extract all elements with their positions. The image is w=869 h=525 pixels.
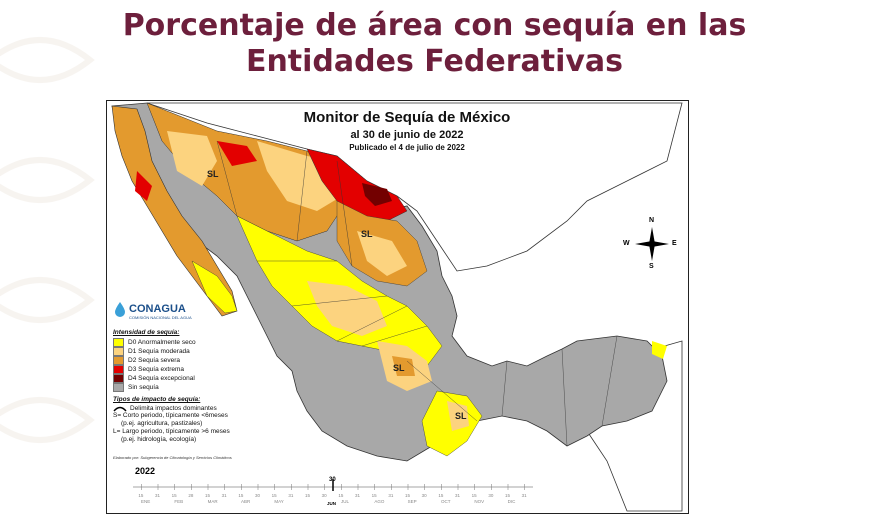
timeline-tick-label: 31 <box>388 493 394 498</box>
legend-swatch <box>113 338 124 347</box>
compass-e: E <box>672 240 677 247</box>
baja-peninsula <box>111 105 238 317</box>
drought-map: Monitor de Sequía de México al 30 de jun… <box>106 100 689 514</box>
legend-swatch <box>113 356 124 365</box>
timeline-tick-label: 15 <box>238 493 244 498</box>
timeline-tick-label: 30 <box>488 493 494 498</box>
timeline-tick-label: 31 <box>221 493 227 498</box>
compass-n: N <box>649 217 655 224</box>
timeline-axis <box>133 479 533 491</box>
water-drop-icon <box>115 302 125 317</box>
legend-item: D1 Sequía moderada <box>113 347 230 356</box>
slide-title: Porcentaje de área con sequía en las Ent… <box>0 8 869 80</box>
slide-title-line-2: Entidades Federativas <box>245 44 624 79</box>
timeline-tick-label: 15 <box>305 493 311 498</box>
timeline-month-label: DIC <box>507 499 516 504</box>
timeline-tick-label: 15 <box>505 493 511 498</box>
timeline-tick-label: 31 <box>155 493 161 498</box>
map-date: al 30 de junio de 2022 <box>350 129 464 141</box>
sl-label: SL <box>393 363 405 373</box>
short-term-example: (p.ej. agricultura, pastizales) <box>121 420 203 427</box>
compass-s: S <box>649 263 654 270</box>
short-term-label: S= Corto periodo, típicamente <6meses <box>113 412 228 419</box>
legend-label: D1 Sequía moderada <box>128 348 190 355</box>
legend-label: D2 Sequía severa <box>128 357 181 364</box>
legend-swatch <box>113 347 124 356</box>
compass-rose: N S E W <box>623 217 677 270</box>
background-pattern <box>0 37 95 443</box>
legend-item: D0 Anormalmente seco <box>113 338 230 347</box>
timeline-tick-label: 15 <box>138 493 144 498</box>
compass-icon <box>635 227 669 261</box>
timeline-tick-label: 15 <box>171 493 177 498</box>
sl-label: SL <box>361 229 373 239</box>
impact-line-icon <box>113 406 127 411</box>
timeline-month-label: MAY <box>274 499 284 504</box>
sl-label: SL <box>207 169 219 179</box>
logo-text: CONAGUA <box>129 303 186 315</box>
impact-line-label: Delimita impactos dominantes <box>130 405 217 412</box>
mexico-map-graphic <box>111 102 683 512</box>
timeline-month-label: MAR <box>207 499 218 504</box>
conagua-logo: CONAGUA COMISIÓN NACIONAL DEL AGUA <box>113 301 192 322</box>
timeline-tick-label: 15 <box>205 493 211 498</box>
timeline-tick-label: 28 <box>188 493 194 498</box>
timeline-month-label: ENE <box>141 499 151 504</box>
timeline-tick-label: 31 <box>288 493 294 498</box>
legend-intensity-heading: Intensidad de sequía: <box>113 329 180 336</box>
legend-label: D0 Anormalmente seco <box>128 339 196 346</box>
timeline-tick-label: 31 <box>455 493 461 498</box>
legend-item: Sin sequía <box>113 383 230 392</box>
long-term-label: L= Largo periodo, típicamente >6 meses <box>113 428 230 435</box>
logo-subtitle: COMISIÓN NACIONAL DEL AGUA <box>129 315 192 320</box>
credit-text: Elaborado por: Subgerencia de Climatolog… <box>113 455 232 460</box>
legend-swatch <box>113 383 124 392</box>
timeline-tick-label: 15 <box>338 493 344 498</box>
timeline-tick-label: 15 <box>405 493 411 498</box>
timeline-month-label: FEB <box>174 499 184 504</box>
legend-label: D4 Sequía excepcional <box>128 375 195 382</box>
timeline-tick-label: 30 <box>421 493 427 498</box>
timeline-tick-label: 15 <box>438 493 444 498</box>
long-term-example: (p.ej. hidrología, ecología) <box>121 436 197 443</box>
timeline-tick-label: 31 <box>355 493 361 498</box>
legend-item: D4 Sequía excepcional <box>113 374 230 383</box>
timeline-tick-label: 15 <box>471 493 477 498</box>
timeline-tick-label: 15 <box>371 493 377 498</box>
slide-title-line-1: Porcentaje de área con sequía en las <box>122 8 747 43</box>
map-title: Monitor de Sequía de México <box>303 109 511 126</box>
sl-label: SL <box>455 411 467 421</box>
timeline-month-label: ABR <box>241 499 251 504</box>
legend-impact-heading: Tipos de impacto de sequía: <box>113 396 201 403</box>
legend-label: D3 Sequía extrema <box>128 366 185 373</box>
legend-impact-line: Delimita impactos dominantes <box>113 405 230 412</box>
timeline-tick-label: 15 <box>271 493 277 498</box>
timeline: 30 JUN 15 31 15 28 15 31 15 30 15 31 15 30 15 31 15 31 1… <box>133 477 543 507</box>
timeline-month-label: OCT <box>441 499 451 504</box>
map-header: Monitor de Sequía de México al 30 de jun… <box>257 109 557 152</box>
timeline-year: 2022 <box>135 466 156 476</box>
timeline-tick-label: 30 <box>255 493 261 498</box>
compass-w: W <box>623 240 630 247</box>
timeline-month-label: SEP <box>407 499 417 504</box>
legend-label: Sin sequía <box>128 384 159 391</box>
timeline-month-label: JUL <box>341 499 350 504</box>
timeline-tick-label: 31 <box>521 493 527 498</box>
timeline-marker-day: 30 <box>329 477 336 483</box>
timeline-tick-label: 30 <box>321 493 327 498</box>
legend-item: D2 Sequía severa <box>113 356 230 365</box>
timeline-month-label: AGO <box>374 499 385 504</box>
legend-swatch <box>113 374 124 383</box>
timeline-month-label: NOV <box>474 499 485 504</box>
map-published: Publicado el 4 de julio de 2022 <box>349 143 465 152</box>
map-legend: Intensidad de sequía: D0 Anormalmente se… <box>113 329 230 444</box>
legend-swatch <box>113 365 124 374</box>
legend-item: D3 Sequía extrema <box>113 365 230 374</box>
timeline-marker-month: JUN <box>327 501 337 506</box>
